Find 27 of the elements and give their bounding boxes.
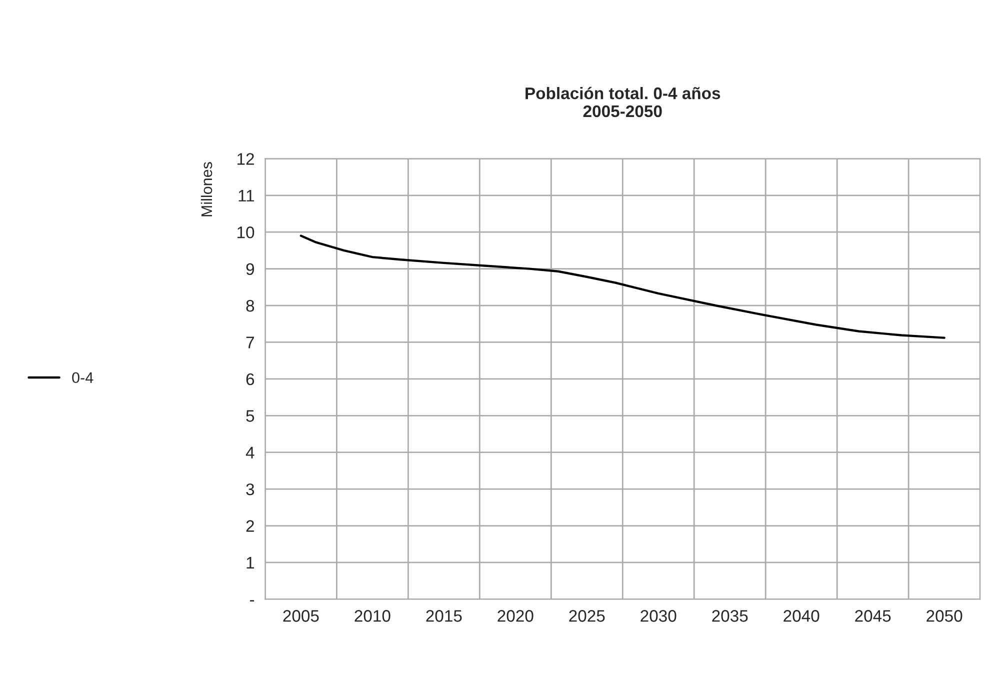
y-tick-label: 3 xyxy=(246,483,254,496)
x-tick-label: 2045 xyxy=(855,610,891,622)
chart-title: Población total. 0-4 años 2005-2050 xyxy=(526,86,720,118)
x-tick-label: 2010 xyxy=(354,610,390,622)
legend-label: 0-4 xyxy=(72,372,94,384)
y-tick-label: 10 xyxy=(238,226,254,238)
y-tick-label: 12 xyxy=(238,153,254,165)
y-tick-label: 5 xyxy=(246,410,254,422)
x-tick-label: 2040 xyxy=(784,610,820,622)
x-tick-label: 2015 xyxy=(426,610,462,622)
x-tick-label: 2025 xyxy=(569,610,605,622)
y-tick-label: 9 xyxy=(246,263,254,276)
x-tick-label: 2030 xyxy=(640,610,676,622)
y-tick-label: 11 xyxy=(238,190,254,202)
y-tick-label: 8 xyxy=(246,300,254,312)
y-tick-label: 4 xyxy=(246,446,254,458)
y-tick-label: 2 xyxy=(246,520,254,532)
x-tick-label: 2005 xyxy=(283,610,319,622)
x-tick-label: 2050 xyxy=(926,610,962,622)
y-tick-label: 7 xyxy=(246,336,254,348)
line-series xyxy=(300,234,946,339)
x-tick-label: 2035 xyxy=(712,610,748,622)
y-tick-label: 1 xyxy=(246,557,254,569)
x-tick-label: 2020 xyxy=(498,610,534,622)
y-axis-title: Millones xyxy=(200,162,212,216)
y-tick-label: 6 xyxy=(246,373,254,386)
y-tick-label: - xyxy=(250,600,254,602)
